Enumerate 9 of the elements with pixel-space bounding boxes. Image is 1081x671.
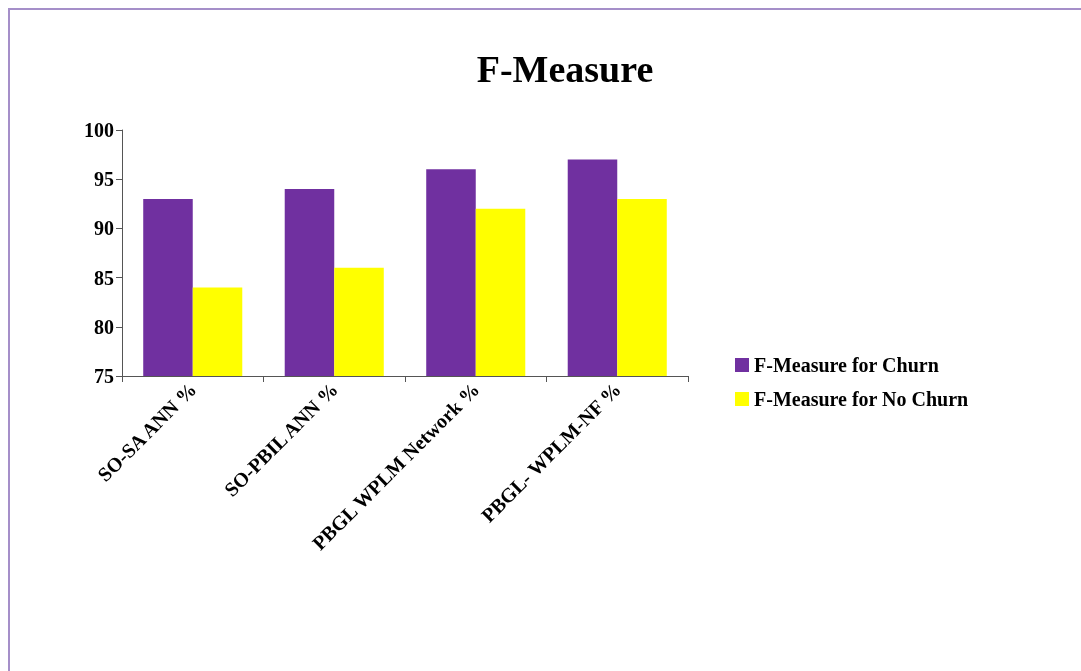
- y-tick-label: 80: [94, 315, 114, 338]
- y-tick-label: 100: [84, 119, 114, 141]
- y-tick-label: 75: [94, 365, 114, 387]
- legend-label: F-Measure for Churn: [754, 354, 939, 376]
- y-tick-label: 85: [94, 266, 114, 289]
- y-tick-label: 95: [94, 168, 114, 191]
- chart-title: F-Measure: [476, 48, 654, 90]
- legend-label: F-Measure for No Churn: [754, 388, 969, 410]
- y-tick-label: 90: [94, 217, 114, 240]
